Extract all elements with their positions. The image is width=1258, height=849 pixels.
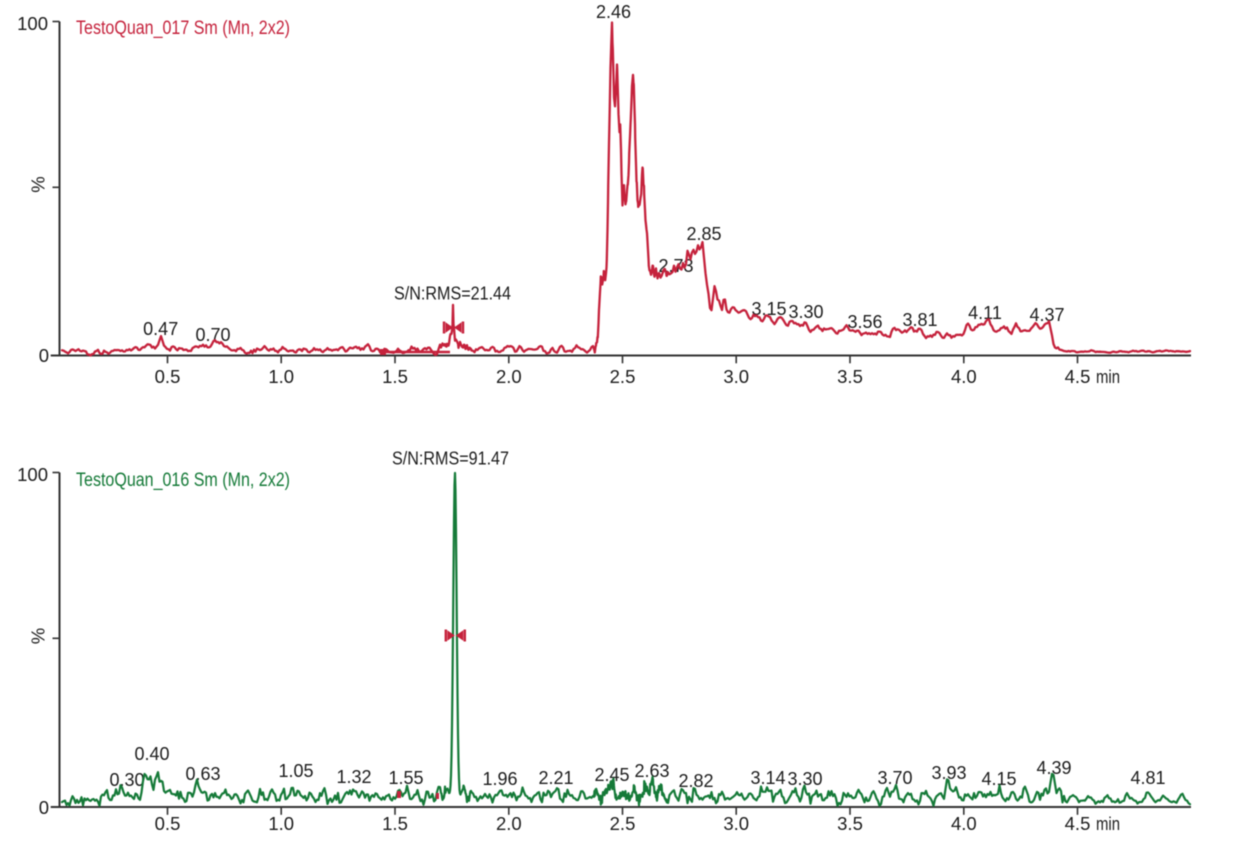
svg-text:4.39: 4.39 <box>1036 758 1071 778</box>
svg-text:4.0: 4.0 <box>951 366 977 387</box>
svg-text:4.0: 4.0 <box>951 813 977 834</box>
svg-text:%: % <box>28 176 49 192</box>
svg-text:1.5: 1.5 <box>382 813 408 834</box>
svg-text:0.70: 0.70 <box>195 325 230 345</box>
svg-text:3.30: 3.30 <box>788 302 823 322</box>
svg-text:4.81: 4.81 <box>1130 768 1165 788</box>
svg-text:0.47: 0.47 <box>143 319 178 339</box>
svg-text:2.46: 2.46 <box>596 2 631 22</box>
svg-text:2.0: 2.0 <box>496 366 522 387</box>
svg-text:3.5: 3.5 <box>837 813 863 834</box>
svg-text:TestoQuan_017 Sm (Mn, 2x2): TestoQuan_017 Sm (Mn, 2x2) <box>76 18 290 39</box>
svg-text:4.15: 4.15 <box>981 769 1016 789</box>
svg-text:0: 0 <box>39 797 49 818</box>
svg-text:0.5: 0.5 <box>155 366 181 387</box>
svg-text:3.14: 3.14 <box>750 768 785 788</box>
svg-text:2.21: 2.21 <box>538 768 573 788</box>
svg-text:4.11: 4.11 <box>968 303 1002 323</box>
svg-text:100: 100 <box>17 464 48 485</box>
svg-text:3.0: 3.0 <box>723 813 749 834</box>
svg-text:3.5: 3.5 <box>837 366 863 387</box>
svg-text:0.30: 0.30 <box>109 770 144 790</box>
svg-text:1.0: 1.0 <box>268 366 294 387</box>
svg-text:3.15: 3.15 <box>751 299 786 319</box>
svg-text:1.96: 1.96 <box>482 769 517 789</box>
svg-text:2.5: 2.5 <box>610 366 636 387</box>
svg-text:3.81: 3.81 <box>902 310 937 330</box>
svg-text:4.5: 4.5 <box>1065 813 1091 834</box>
svg-text:0.5: 0.5 <box>155 813 181 834</box>
svg-text:S/N:RMS=21.44: S/N:RMS=21.44 <box>394 283 511 304</box>
svg-text:3.56: 3.56 <box>847 312 882 332</box>
svg-text:3.0: 3.0 <box>723 366 749 387</box>
svg-text:1.05: 1.05 <box>278 761 313 781</box>
svg-text:S/N:RMS=91.47: S/N:RMS=91.47 <box>392 448 509 469</box>
svg-text:1.5: 1.5 <box>382 366 408 387</box>
svg-text:TestoQuan_016 Sm (Mn, 2x2): TestoQuan_016 Sm (Mn, 2x2) <box>76 470 290 491</box>
svg-text:3.70: 3.70 <box>877 768 912 788</box>
svg-text:4.5: 4.5 <box>1065 366 1091 387</box>
svg-text:2.63: 2.63 <box>634 761 669 781</box>
svg-text:1.32: 1.32 <box>336 767 371 787</box>
svg-text:2.45: 2.45 <box>594 765 629 785</box>
svg-text:0: 0 <box>39 345 49 366</box>
svg-text:0.63: 0.63 <box>185 764 220 784</box>
svg-text:min: min <box>1096 813 1120 834</box>
svg-text:%: % <box>28 628 49 644</box>
svg-text:2.85: 2.85 <box>686 224 721 244</box>
svg-text:1.0: 1.0 <box>268 813 294 834</box>
svg-text:2.0: 2.0 <box>496 813 522 834</box>
svg-text:0.40: 0.40 <box>134 744 169 764</box>
svg-text:min: min <box>1096 366 1120 387</box>
svg-text:2.5: 2.5 <box>610 813 636 834</box>
svg-text:2.73: 2.73 <box>658 256 693 276</box>
svg-text:100: 100 <box>17 13 48 34</box>
svg-text:4.37: 4.37 <box>1029 305 1064 325</box>
svg-text:3.93: 3.93 <box>931 763 966 783</box>
svg-text:3.30: 3.30 <box>787 769 822 789</box>
svg-text:1.55: 1.55 <box>388 768 423 788</box>
svg-text:2.82: 2.82 <box>678 771 713 791</box>
